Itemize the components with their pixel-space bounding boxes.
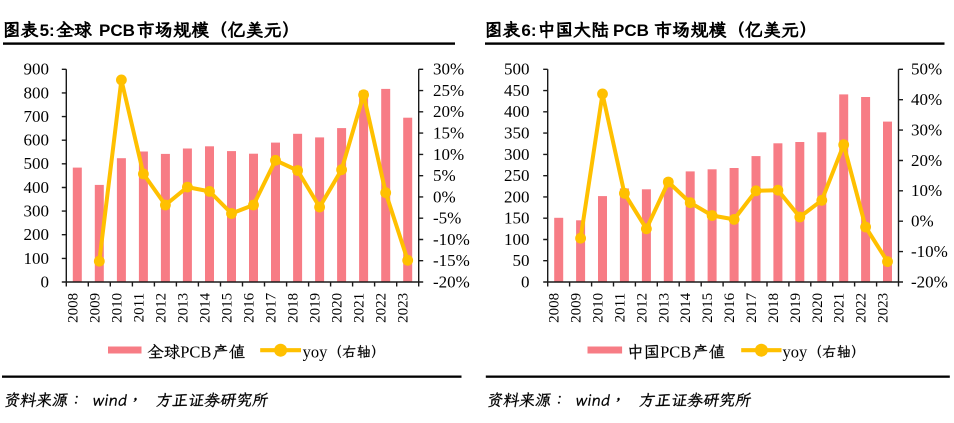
- svg-text:6:: 6:: [521, 21, 536, 40]
- svg-text:-10%: -10%: [433, 230, 470, 249]
- svg-text:-15%: -15%: [433, 251, 470, 270]
- svg-text:0: 0: [41, 272, 50, 291]
- svg-text:400: 400: [504, 102, 530, 121]
- svg-text:2009: 2009: [87, 293, 103, 323]
- svg-text:200: 200: [504, 187, 530, 206]
- svg-text:25%: 25%: [433, 81, 464, 100]
- svg-text:700: 700: [24, 107, 50, 126]
- svg-text:2012: 2012: [153, 293, 169, 323]
- svg-text:40%: 40%: [911, 90, 942, 109]
- svg-text:300: 300: [504, 145, 530, 164]
- svg-text:2020: 2020: [330, 293, 346, 323]
- svg-text:300: 300: [24, 202, 50, 221]
- svg-text:50: 50: [513, 251, 530, 270]
- svg-text:10%: 10%: [911, 181, 942, 200]
- svg-text:5%: 5%: [433, 166, 456, 185]
- svg-text:2021: 2021: [832, 293, 848, 323]
- svg-text:2010: 2010: [109, 293, 125, 323]
- svg-text:600: 600: [24, 131, 50, 150]
- svg-text:150: 150: [504, 209, 530, 228]
- svg-text:2016: 2016: [242, 292, 258, 323]
- svg-text:0%: 0%: [433, 187, 456, 206]
- svg-text:2020: 2020: [810, 293, 826, 323]
- svg-text:PCB: PCB: [613, 21, 649, 40]
- svg-text:50%: 50%: [911, 60, 942, 79]
- svg-text:2018: 2018: [286, 293, 302, 323]
- svg-text:2016: 2016: [722, 292, 738, 323]
- svg-text:2011: 2011: [131, 293, 147, 322]
- svg-text:0: 0: [521, 272, 530, 291]
- svg-text:2022: 2022: [374, 293, 390, 323]
- svg-text:10%: 10%: [433, 145, 464, 164]
- svg-text:-20%: -20%: [433, 272, 470, 291]
- svg-text:500: 500: [504, 60, 530, 79]
- svg-text:2008: 2008: [547, 293, 563, 323]
- svg-text:2017: 2017: [744, 292, 760, 323]
- svg-text:30%: 30%: [433, 60, 464, 79]
- svg-text:2013: 2013: [175, 293, 191, 323]
- svg-text:20%: 20%: [911, 151, 942, 170]
- svg-text:2022: 2022: [854, 293, 870, 323]
- svg-text:800: 800: [24, 83, 50, 102]
- svg-text:yoy: yoy: [783, 343, 809, 362]
- svg-text:2021: 2021: [352, 293, 368, 323]
- svg-text:2014: 2014: [198, 292, 214, 323]
- svg-text:2019: 2019: [788, 293, 804, 323]
- svg-text:2012: 2012: [634, 293, 650, 323]
- svg-text:450: 450: [504, 81, 530, 100]
- svg-text:2011: 2011: [612, 293, 628, 322]
- svg-text:400: 400: [24, 178, 50, 197]
- svg-text:2017: 2017: [264, 292, 280, 323]
- svg-text:200: 200: [24, 225, 50, 244]
- svg-text:2009: 2009: [569, 293, 585, 323]
- svg-text:yoy: yoy: [303, 343, 329, 362]
- svg-text:15%: 15%: [433, 124, 464, 143]
- svg-text:900: 900: [24, 60, 50, 79]
- svg-text:250: 250: [504, 166, 530, 185]
- svg-text:2014: 2014: [678, 292, 694, 323]
- svg-text:20%: 20%: [433, 102, 464, 121]
- svg-text:PCB: PCB: [660, 343, 691, 362]
- svg-text:2015: 2015: [220, 293, 236, 323]
- svg-text:350: 350: [504, 124, 530, 143]
- svg-text:PCB: PCB: [99, 21, 135, 40]
- svg-text:2019: 2019: [308, 293, 324, 323]
- svg-text:2010: 2010: [591, 293, 607, 323]
- svg-text:2015: 2015: [700, 293, 716, 323]
- svg-text:-5%: -5%: [433, 209, 461, 228]
- svg-text:2013: 2013: [656, 293, 672, 323]
- svg-text:0%: 0%: [911, 212, 934, 231]
- svg-text:30%: 30%: [911, 121, 942, 140]
- svg-text:-10%: -10%: [911, 242, 948, 261]
- svg-text:100: 100: [24, 249, 50, 268]
- svg-text:500: 500: [24, 154, 50, 173]
- svg-text:-20%: -20%: [911, 272, 948, 291]
- svg-text:2023: 2023: [396, 293, 412, 323]
- svg-text:2018: 2018: [766, 293, 782, 323]
- svg-text:2008: 2008: [65, 293, 81, 323]
- svg-text:PCB: PCB: [180, 343, 211, 362]
- svg-text:5:: 5:: [40, 21, 55, 40]
- svg-text:2023: 2023: [876, 293, 892, 323]
- svg-text:100: 100: [504, 230, 530, 249]
